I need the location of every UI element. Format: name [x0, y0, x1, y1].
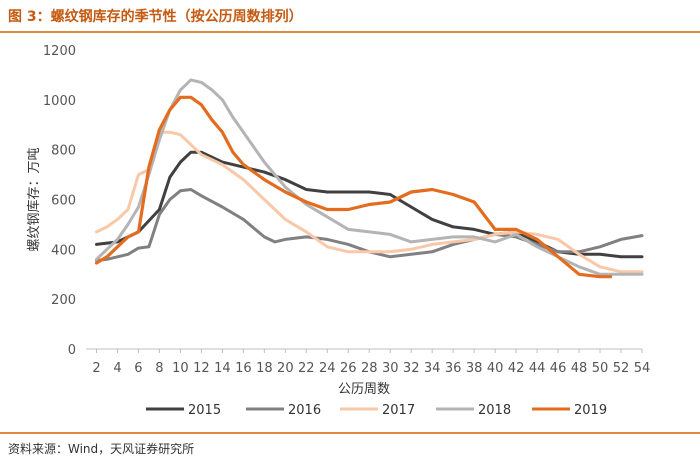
y-tick-label: 0 [68, 343, 76, 358]
y-tick-label: 800 [51, 144, 76, 159]
x-tick-label: 32 [403, 361, 420, 376]
x-tick-label: 14 [214, 361, 231, 376]
x-tick-label: 18 [256, 361, 273, 376]
legend-label-2015: 2015 [188, 403, 221, 418]
legend-label-2019: 2019 [574, 403, 607, 418]
x-tick-label: 46 [550, 361, 567, 376]
bottom-divider [0, 432, 700, 434]
top-divider [0, 31, 700, 33]
x-tick-label: 6 [134, 361, 142, 376]
series-line-2019 [94, 95, 613, 279]
series-line-2016 [95, 188, 644, 262]
y-axis-title: 螺纹钢库存：万吨 [26, 147, 42, 251]
source-note: 资料来源：Wind，天风证券研究所 [8, 442, 195, 456]
x-tick-label: 20 [277, 361, 294, 376]
x-tick-label: 30 [382, 361, 399, 376]
x-tick-label: 50 [592, 361, 609, 376]
y-tick-label: 1200 [43, 44, 76, 59]
x-tick-label: 54 [634, 361, 651, 376]
x-tick-label: 40 [487, 361, 504, 376]
x-tick-label: 24 [319, 361, 336, 376]
series-layer [94, 78, 644, 279]
y-tick-label: 200 [51, 293, 76, 308]
legend-label-2016: 2016 [288, 403, 321, 418]
x-tick-label: 8 [155, 361, 163, 376]
legend-label-2017: 2017 [382, 403, 415, 418]
y-tick-label: 1000 [43, 94, 76, 109]
x-tick-label: 36 [445, 361, 462, 376]
y-tick-label: 400 [51, 243, 76, 258]
figure-title: 图 3：螺纹钢库存的季节性（按公历周数排列） [8, 9, 303, 25]
x-tick-label: 2 [92, 361, 100, 376]
legend-label-2018: 2018 [478, 403, 511, 418]
x-tick-label: 22 [298, 361, 315, 376]
x-axis-title: 公历周数 [338, 382, 390, 397]
x-tick-label: 10 [172, 361, 189, 376]
x-tick-label: 28 [361, 361, 378, 376]
x-tick-label: 38 [466, 361, 483, 376]
x-tick-label: 26 [340, 361, 357, 376]
x-tick-label: 4 [113, 361, 121, 376]
x-tick-label: 48 [571, 361, 588, 376]
series-line-2018 [95, 78, 644, 276]
y-tick-label: 600 [51, 194, 76, 209]
x-tick-label: 16 [235, 361, 252, 376]
x-tick-label: 44 [529, 361, 546, 376]
x-tick-label: 42 [508, 361, 525, 376]
x-tick-label: 34 [424, 361, 441, 376]
chart-legend: 2015 2016 2017 2018 2019 [146, 403, 607, 418]
x-tick-label: 12 [193, 361, 210, 376]
x-tick-label: 52 [613, 361, 630, 376]
